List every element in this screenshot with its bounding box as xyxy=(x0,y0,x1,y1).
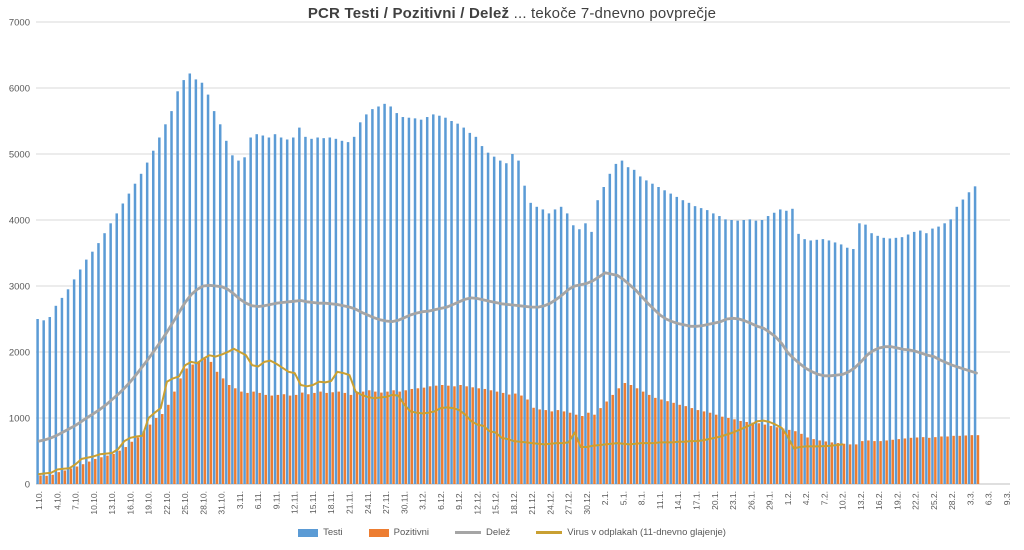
legend-item-virus: Virus v odplakah (11-dnevno glajenje) xyxy=(536,527,726,538)
x-tick-label: 10.2. xyxy=(838,491,848,510)
x-tick-label: 24.12. xyxy=(545,491,555,515)
y-tick-label: 2000 xyxy=(9,348,30,359)
y-tick-label: 7000 xyxy=(9,18,30,29)
x-tick-label: 19.10. xyxy=(144,491,154,515)
chart-title-subtitle: ... tekoče 7-dnevno povprečje xyxy=(509,5,717,22)
y-tick-label: 5000 xyxy=(9,150,30,161)
x-tick-label: 21.11. xyxy=(345,491,355,514)
x-tick-label: 1.10. xyxy=(34,491,44,510)
legend-item-pozitivni: Pozitivni xyxy=(368,527,429,538)
x-tick-label: 26.1. xyxy=(746,491,756,510)
virus-line-swatch-icon xyxy=(536,531,563,534)
x-tick-label: 31.10. xyxy=(217,491,227,515)
chart-legend: Testi Pozitivni Delež Virus v odplakah (… xyxy=(0,527,1024,538)
x-tick-label: 2.1. xyxy=(600,491,610,505)
x-tick-label: 25.10. xyxy=(180,491,190,515)
delez-line xyxy=(37,271,978,443)
x-tick-label: 27.12. xyxy=(564,491,574,515)
legend-label-virus: Virus v odplakah (11-dnevno glajenje) xyxy=(567,527,726,538)
gridlines xyxy=(36,21,1010,485)
testi-swatch-icon xyxy=(298,528,319,537)
chart-title: PCR Testi / Pozitivni / Delež ... tekoče… xyxy=(0,5,1024,22)
x-tick-label: 20.1. xyxy=(710,491,720,510)
x-tick-label: 21.12. xyxy=(527,491,537,515)
chart-title-main: PCR Testi / Pozitivni / Delež xyxy=(307,5,510,22)
x-axis-labels: 1.10. 4.10. 7.10. 10.10. 13.10. 16.10. 19.10. 2… xyxy=(34,491,1012,515)
y-tick-label: 1000 xyxy=(9,414,30,425)
legend-label-testi: Testi xyxy=(323,527,343,538)
x-tick-label: 22.2. xyxy=(911,491,921,510)
x-tick-label: 19.2. xyxy=(892,491,902,510)
x-tick-label: 6.3. xyxy=(984,491,994,505)
x-tick-label: 3.3. xyxy=(965,491,975,505)
x-tick-label: 16.2. xyxy=(874,491,884,510)
x-tick-label: 8.1. xyxy=(637,491,647,505)
pozitivni-swatch-icon xyxy=(368,528,389,537)
x-tick-label: 27.11. xyxy=(381,491,391,514)
x-tick-label: 25.2. xyxy=(929,491,939,510)
x-tick-label: 7.2. xyxy=(819,491,829,505)
y-tick-label: 0 xyxy=(25,480,30,491)
x-tick-label: 30.12. xyxy=(582,491,592,515)
x-tick-label: 28.10. xyxy=(198,491,208,515)
x-tick-label: 16.10. xyxy=(125,491,135,515)
x-tick-label: 18.12. xyxy=(509,491,519,515)
delez-line-swatch-icon xyxy=(455,531,481,534)
x-tick-label: 12.11. xyxy=(290,491,300,514)
y-tick-label: 6000 xyxy=(9,84,30,95)
x-tick-label: 14.1. xyxy=(673,491,683,510)
x-tick-label: 12.12. xyxy=(472,491,482,515)
x-tick-label: 10.10. xyxy=(89,491,99,515)
x-tick-label: 5.1. xyxy=(618,491,628,505)
x-tick-label: 3.12. xyxy=(418,491,428,510)
x-tick-label: 6.11. xyxy=(253,491,263,509)
legend-item-testi: Testi xyxy=(298,527,343,538)
legend-label-delez: Delež xyxy=(486,527,511,538)
x-tick-label: 13.2. xyxy=(856,491,866,510)
virus-line xyxy=(38,347,844,476)
x-tick-label: 9.11. xyxy=(271,491,281,509)
x-tick-label: 13.10. xyxy=(107,491,117,515)
x-tick-label: 9.3. xyxy=(1002,491,1012,505)
x-tick-label: 3.11. xyxy=(235,491,245,509)
x-tick-label: 4.2. xyxy=(801,491,811,505)
pozitivni-bars xyxy=(39,358,980,484)
x-tick-label: 29.1. xyxy=(765,491,775,510)
x-tick-label: 9.12. xyxy=(454,491,464,510)
x-tick-label: 23.1. xyxy=(728,491,738,510)
x-tick-label: 17.1. xyxy=(691,491,701,510)
x-tick-label: 15.12. xyxy=(491,491,501,515)
x-tick-label: 28.2. xyxy=(947,491,957,510)
x-tick-label: 15.11. xyxy=(308,491,318,514)
legend-label-pozitivni: Pozitivni xyxy=(393,527,429,538)
x-tick-label: 30.11. xyxy=(399,491,409,514)
x-tick-label: 18.11. xyxy=(326,491,336,514)
testi-bars xyxy=(36,73,977,485)
x-tick-label: 11.1. xyxy=(655,491,665,509)
y-tick-label: 4000 xyxy=(9,216,30,227)
x-tick-label: 24.11. xyxy=(363,491,373,514)
x-tick-label: 6.12. xyxy=(436,491,446,510)
legend-item-delez: Delež xyxy=(455,527,510,538)
y-axis-labels: 0 1000 2000 3000 4000 5000 6000 7000 xyxy=(9,18,30,491)
y-tick-label: 3000 xyxy=(9,282,30,293)
x-tick-label: 1.2. xyxy=(783,491,793,505)
x-tick-label: 7.10. xyxy=(71,491,81,510)
x-tick-label: 22.10. xyxy=(162,491,172,515)
x-tick-label: 4.10. xyxy=(52,491,62,510)
